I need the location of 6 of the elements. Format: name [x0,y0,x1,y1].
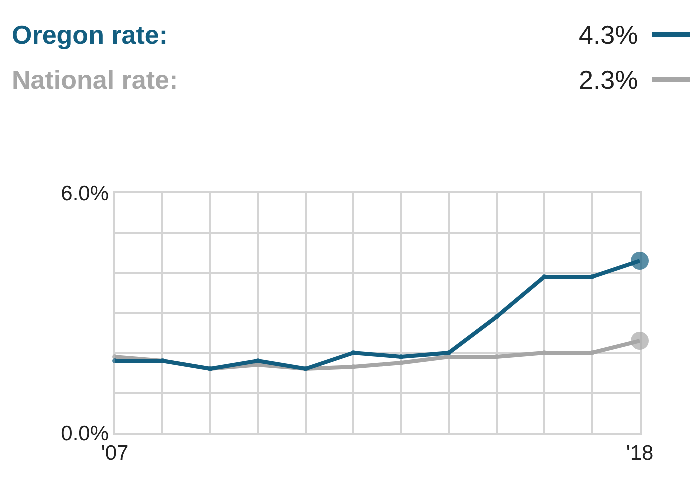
text: 4.3% [579,20,638,50]
text: National rate: [12,65,178,95]
text: Oregon rate: [12,20,168,50]
y-tick-label: 6.0% [61,182,110,206]
x-tick-label: '18 [626,442,654,465]
text: 2.3% [579,65,638,95]
